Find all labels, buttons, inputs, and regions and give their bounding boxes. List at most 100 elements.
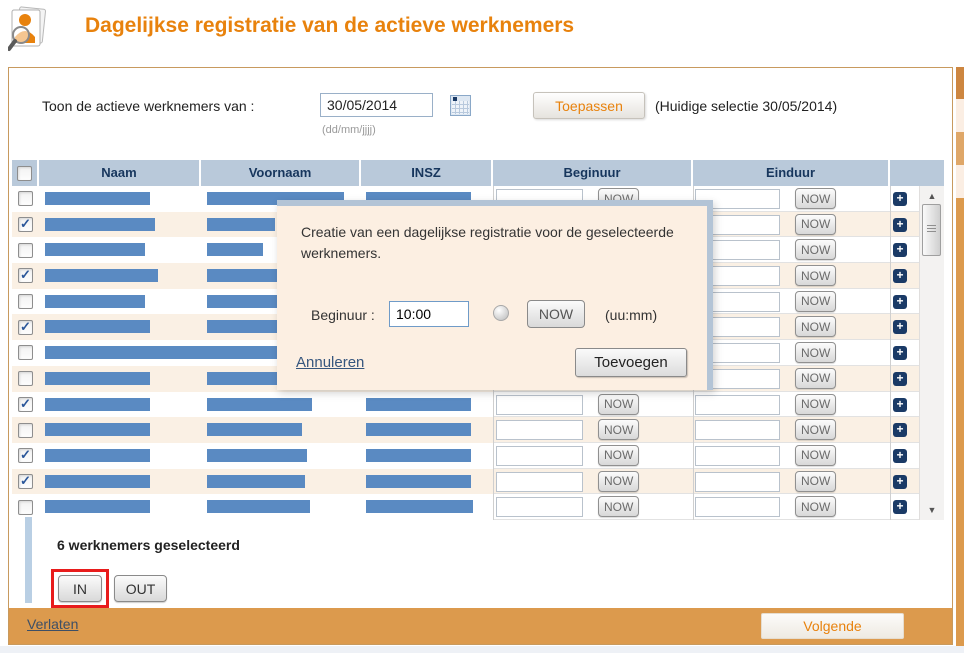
- scroll-down-button[interactable]: ▼: [920, 502, 944, 518]
- einduur-now-button[interactable]: NOW: [795, 290, 837, 312]
- table-row: ✓ NOW NOW +: [12, 391, 919, 418]
- add-registration-button[interactable]: +: [893, 448, 907, 463]
- date-input[interactable]: [320, 93, 433, 117]
- einduur-now-button[interactable]: NOW: [795, 239, 837, 261]
- einduur-now-button[interactable]: NOW: [795, 265, 837, 287]
- voornaam-redaction-bar: [207, 500, 310, 514]
- apply-button[interactable]: Toepassen: [533, 92, 645, 119]
- in-button[interactable]: IN: [58, 575, 102, 602]
- add-registration-button[interactable]: +: [893, 269, 907, 284]
- submit-button[interactable]: Toevoegen: [575, 348, 687, 377]
- add-registration-button[interactable]: +: [893, 397, 907, 412]
- naam-redaction-bar: [45, 474, 150, 488]
- add-registration-button[interactable]: +: [893, 192, 907, 206]
- beginuur-input[interactable]: [496, 445, 583, 466]
- naam-redaction-bar: [45, 397, 150, 411]
- einduur-input[interactable]: [695, 394, 780, 415]
- einduur-now-button[interactable]: NOW: [795, 188, 837, 209]
- row-checkbox[interactable]: ✓: [18, 448, 33, 464]
- beginuur-now-button[interactable]: NOW: [598, 496, 640, 518]
- insz-redaction-bar: [366, 423, 471, 437]
- beginuur-now-button[interactable]: NOW: [598, 419, 640, 441]
- einduur-input[interactable]: [695, 497, 780, 518]
- time-format-hint: (uu:mm): [605, 307, 658, 323]
- einduur-input[interactable]: [695, 240, 780, 261]
- scrollbar-thumb[interactable]: [922, 204, 941, 256]
- einduur-input[interactable]: [695, 266, 780, 287]
- einduur-input[interactable]: [695, 189, 780, 209]
- table-scrollbar[interactable]: ▲ ▼: [919, 186, 944, 520]
- check-icon: ✓: [20, 318, 31, 334]
- cancel-link[interactable]: Annuleren: [296, 354, 365, 371]
- einduur-now-button[interactable]: NOW: [795, 470, 837, 492]
- beginuur-input[interactable]: [496, 471, 583, 492]
- scroll-up-button[interactable]: ▲: [920, 188, 944, 204]
- beginuur-now-button[interactable]: NOW: [598, 470, 640, 492]
- row-checkbox[interactable]: [18, 242, 33, 258]
- row-checkbox[interactable]: [18, 371, 33, 387]
- row-separator: [493, 467, 919, 469]
- row-checkbox[interactable]: [18, 294, 33, 310]
- voornaam-redaction-bar: [207, 243, 263, 257]
- calendar-icon-dot: [453, 97, 457, 101]
- add-registration-button[interactable]: +: [893, 217, 907, 232]
- naam-redaction-bar: [45, 371, 150, 385]
- add-registration-button[interactable]: +: [893, 294, 907, 309]
- add-registration-button[interactable]: +: [893, 500, 907, 515]
- einduur-input[interactable]: [695, 214, 780, 235]
- einduur-now-button[interactable]: NOW: [795, 393, 837, 415]
- add-registration-button[interactable]: +: [893, 346, 907, 361]
- out-button[interactable]: OUT: [114, 575, 167, 602]
- einduur-now-button[interactable]: NOW: [795, 367, 837, 389]
- row-checkbox[interactable]: [18, 422, 33, 438]
- einduur-now-button[interactable]: NOW: [795, 444, 837, 466]
- einduur-now-button[interactable]: NOW: [795, 316, 837, 338]
- einduur-input[interactable]: [695, 317, 780, 338]
- add-registration-button[interactable]: +: [893, 371, 907, 386]
- row-checkbox[interactable]: ✓: [18, 396, 33, 412]
- einduur-now-button[interactable]: NOW: [795, 213, 837, 235]
- row-checkbox[interactable]: [18, 499, 33, 515]
- next-button[interactable]: Volgende: [761, 613, 904, 639]
- einduur-now-button[interactable]: NOW: [795, 342, 837, 364]
- einduur-input[interactable]: [695, 420, 780, 441]
- selection-summary: 6 werknemers geselecteerd: [57, 537, 240, 553]
- einduur-input[interactable]: [695, 343, 780, 364]
- beginuur-input[interactable]: [496, 420, 583, 441]
- calendar-button[interactable]: [450, 95, 471, 116]
- einduur-input[interactable]: [695, 368, 780, 389]
- add-registration-button[interactable]: +: [893, 423, 907, 438]
- check-icon: ✓: [20, 216, 31, 232]
- leave-link[interactable]: Verlaten: [27, 616, 79, 632]
- column-header-insz: INSZ: [361, 160, 493, 186]
- naam-redaction-bar: [45, 320, 150, 334]
- beginuur-now-button[interactable]: NOW: [598, 393, 640, 415]
- add-registration-button[interactable]: +: [893, 474, 907, 489]
- add-registration-button[interactable]: +: [893, 320, 907, 335]
- clock-icon: [493, 305, 509, 321]
- naam-redaction-bar: [45, 346, 250, 360]
- einduur-now-button[interactable]: NOW: [795, 419, 837, 441]
- row-checkbox[interactable]: ✓: [18, 267, 33, 284]
- beginuur-input[interactable]: [496, 394, 583, 415]
- row-checkbox[interactable]: [18, 191, 33, 207]
- row-checkbox[interactable]: ✓: [18, 473, 33, 489]
- einduur-now-button[interactable]: NOW: [795, 496, 837, 518]
- einduur-input[interactable]: [695, 445, 780, 466]
- row-checkbox[interactable]: [18, 345, 33, 361]
- naam-redaction-bar: [45, 294, 145, 308]
- select-all-checkbox[interactable]: [17, 165, 32, 181]
- einduur-input[interactable]: [695, 471, 780, 492]
- row-checkbox[interactable]: ✓: [18, 216, 33, 233]
- beginuur-now-button[interactable]: NOW: [598, 444, 640, 466]
- check-icon: ✓: [20, 267, 31, 283]
- insz-redaction-bar: [366, 500, 473, 514]
- dialog-now-button[interactable]: NOW: [527, 300, 585, 328]
- einduur-input[interactable]: [695, 291, 780, 312]
- beginuur-input[interactable]: [496, 497, 583, 518]
- row-checkbox[interactable]: ✓: [18, 318, 33, 335]
- add-registration-button[interactable]: +: [893, 243, 907, 258]
- calendar-icon: [452, 101, 469, 114]
- cutoff-side-panel: [956, 67, 964, 646]
- dialog-beginuur-input[interactable]: [389, 301, 469, 327]
